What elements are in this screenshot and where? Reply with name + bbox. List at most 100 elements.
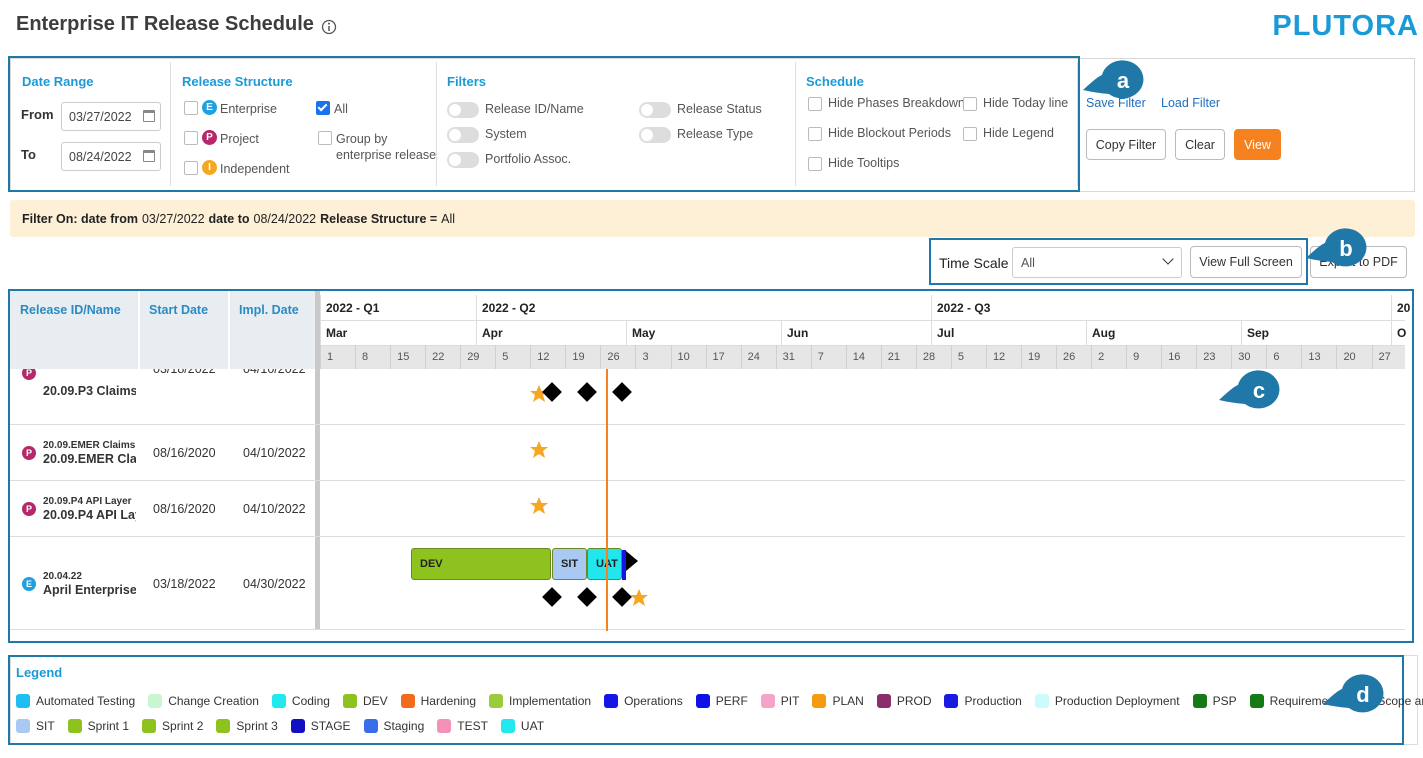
checkbox[interactable] xyxy=(808,127,822,141)
toggle[interactable] xyxy=(447,102,479,118)
legend-swatch xyxy=(67,719,82,733)
legend-label: PIT xyxy=(780,694,800,708)
legend-item: Coding xyxy=(271,694,330,708)
checkbox[interactable] xyxy=(808,97,822,111)
quarter-label: 20 xyxy=(1397,301,1411,315)
week-divider xyxy=(845,345,847,369)
header-line xyxy=(320,320,1405,321)
legend-label: UAT xyxy=(520,719,545,733)
info-ring xyxy=(321,19,337,35)
month-divider xyxy=(781,320,782,345)
toggle[interactable] xyxy=(447,127,479,143)
week-label: 5 xyxy=(502,351,509,363)
checkbox[interactable] xyxy=(963,97,977,111)
today-line xyxy=(606,369,608,631)
legend-swatch xyxy=(695,694,710,708)
checkbox[interactable] xyxy=(318,131,332,145)
checkbox[interactable] xyxy=(184,101,198,115)
legend-label: Requirements xyxy=(1269,694,1345,708)
week-label: 26 xyxy=(607,351,620,363)
legend-label: DEV xyxy=(362,694,388,708)
week-label: 7 xyxy=(817,351,824,363)
calendar-icon xyxy=(143,110,155,122)
legend-item: PROD xyxy=(876,694,932,708)
legend-item: Sprint 2 xyxy=(142,719,203,733)
legend-item: Operations xyxy=(604,694,683,708)
grid-body: P 20.09.P3 Claims 03/18/2022 04/10/2022 P 20.… xyxy=(10,369,1405,631)
legend-swatch xyxy=(1034,694,1049,708)
week-label: 31 xyxy=(782,351,795,363)
summary-part: 03/27/2022 xyxy=(141,211,205,226)
checkbox[interactable] xyxy=(808,157,822,171)
week-divider xyxy=(1371,345,1373,369)
legend-swatch xyxy=(1249,694,1264,708)
month-label: Apr xyxy=(482,326,503,340)
divider xyxy=(795,62,796,186)
week-label: 12 xyxy=(992,351,1006,363)
legend-label: PLAN xyxy=(832,694,864,708)
start-date: 08/16/2020 xyxy=(153,446,216,460)
week-divider xyxy=(705,345,707,369)
week-label: 6 xyxy=(1273,351,1280,363)
legend-swatch xyxy=(760,694,775,708)
time-scale-select[interactable]: All xyxy=(1012,247,1182,278)
week-label: 22 xyxy=(432,351,445,363)
summary-part: date to xyxy=(208,211,250,226)
legend-label: STAGE xyxy=(310,719,351,733)
week-divider xyxy=(1091,345,1093,369)
legend-label: Production xyxy=(964,694,1022,708)
option-label: Independent xyxy=(220,162,290,176)
month-divider xyxy=(1086,320,1087,345)
legend-swatch xyxy=(437,719,452,733)
info-icon[interactable] xyxy=(321,19,337,35)
legend-item: Hardening xyxy=(400,694,476,708)
week-divider xyxy=(915,345,917,369)
date-input[interactable]: 03/27/2022 xyxy=(61,102,161,131)
week-divider xyxy=(635,345,637,369)
button[interactable]: View xyxy=(1234,129,1281,160)
legend-label: Scope and Testing xyxy=(1377,694,1423,708)
phase-arrow xyxy=(626,551,638,571)
week-divider xyxy=(670,345,672,369)
toggle[interactable] xyxy=(447,152,479,168)
button[interactable]: Export to PDF xyxy=(1310,246,1407,278)
checkbox[interactable] xyxy=(184,161,198,175)
week-divider xyxy=(565,345,567,369)
toggle-knob xyxy=(641,104,653,116)
check-mark xyxy=(317,101,328,112)
checkbox[interactable] xyxy=(963,127,977,141)
legend-swatch xyxy=(16,694,30,708)
link[interactable]: Save Filter xyxy=(1086,96,1146,110)
week-divider xyxy=(880,345,882,369)
week-divider xyxy=(530,345,532,369)
button[interactable]: Clear xyxy=(1175,129,1225,160)
checkbox[interactable] xyxy=(184,131,198,145)
week-divider xyxy=(1196,345,1198,369)
legend-label: PROD xyxy=(896,694,932,708)
button[interactable]: Copy Filter xyxy=(1086,129,1166,160)
week-divider xyxy=(390,345,392,369)
date-input[interactable]: 08/24/2022 xyxy=(61,142,161,171)
month-label: Mar xyxy=(326,326,348,340)
link[interactable]: Load Filter xyxy=(1161,96,1221,110)
button[interactable]: View Full Screen xyxy=(1190,246,1302,278)
option-label: Enterprise xyxy=(220,102,277,116)
release-code: 20.09.P4 API Layer xyxy=(43,496,132,507)
toggle[interactable] xyxy=(639,127,671,143)
legend-item: TEST xyxy=(437,719,488,733)
section-title: Date Range xyxy=(22,74,94,89)
week-label: 17 xyxy=(712,351,725,363)
toggle[interactable] xyxy=(639,102,671,118)
legend-label: Production Deployment xyxy=(1054,694,1180,708)
checkbox[interactable] xyxy=(316,101,330,115)
week-divider xyxy=(1021,345,1022,369)
week-divider xyxy=(775,345,777,369)
month-divider xyxy=(476,320,477,345)
legend-swatch xyxy=(489,694,504,708)
week-divider xyxy=(460,345,462,369)
week-divider xyxy=(425,345,427,369)
week-divider xyxy=(1231,345,1233,369)
phase-bar: DEV xyxy=(411,548,551,580)
quarter-divider xyxy=(320,295,321,320)
